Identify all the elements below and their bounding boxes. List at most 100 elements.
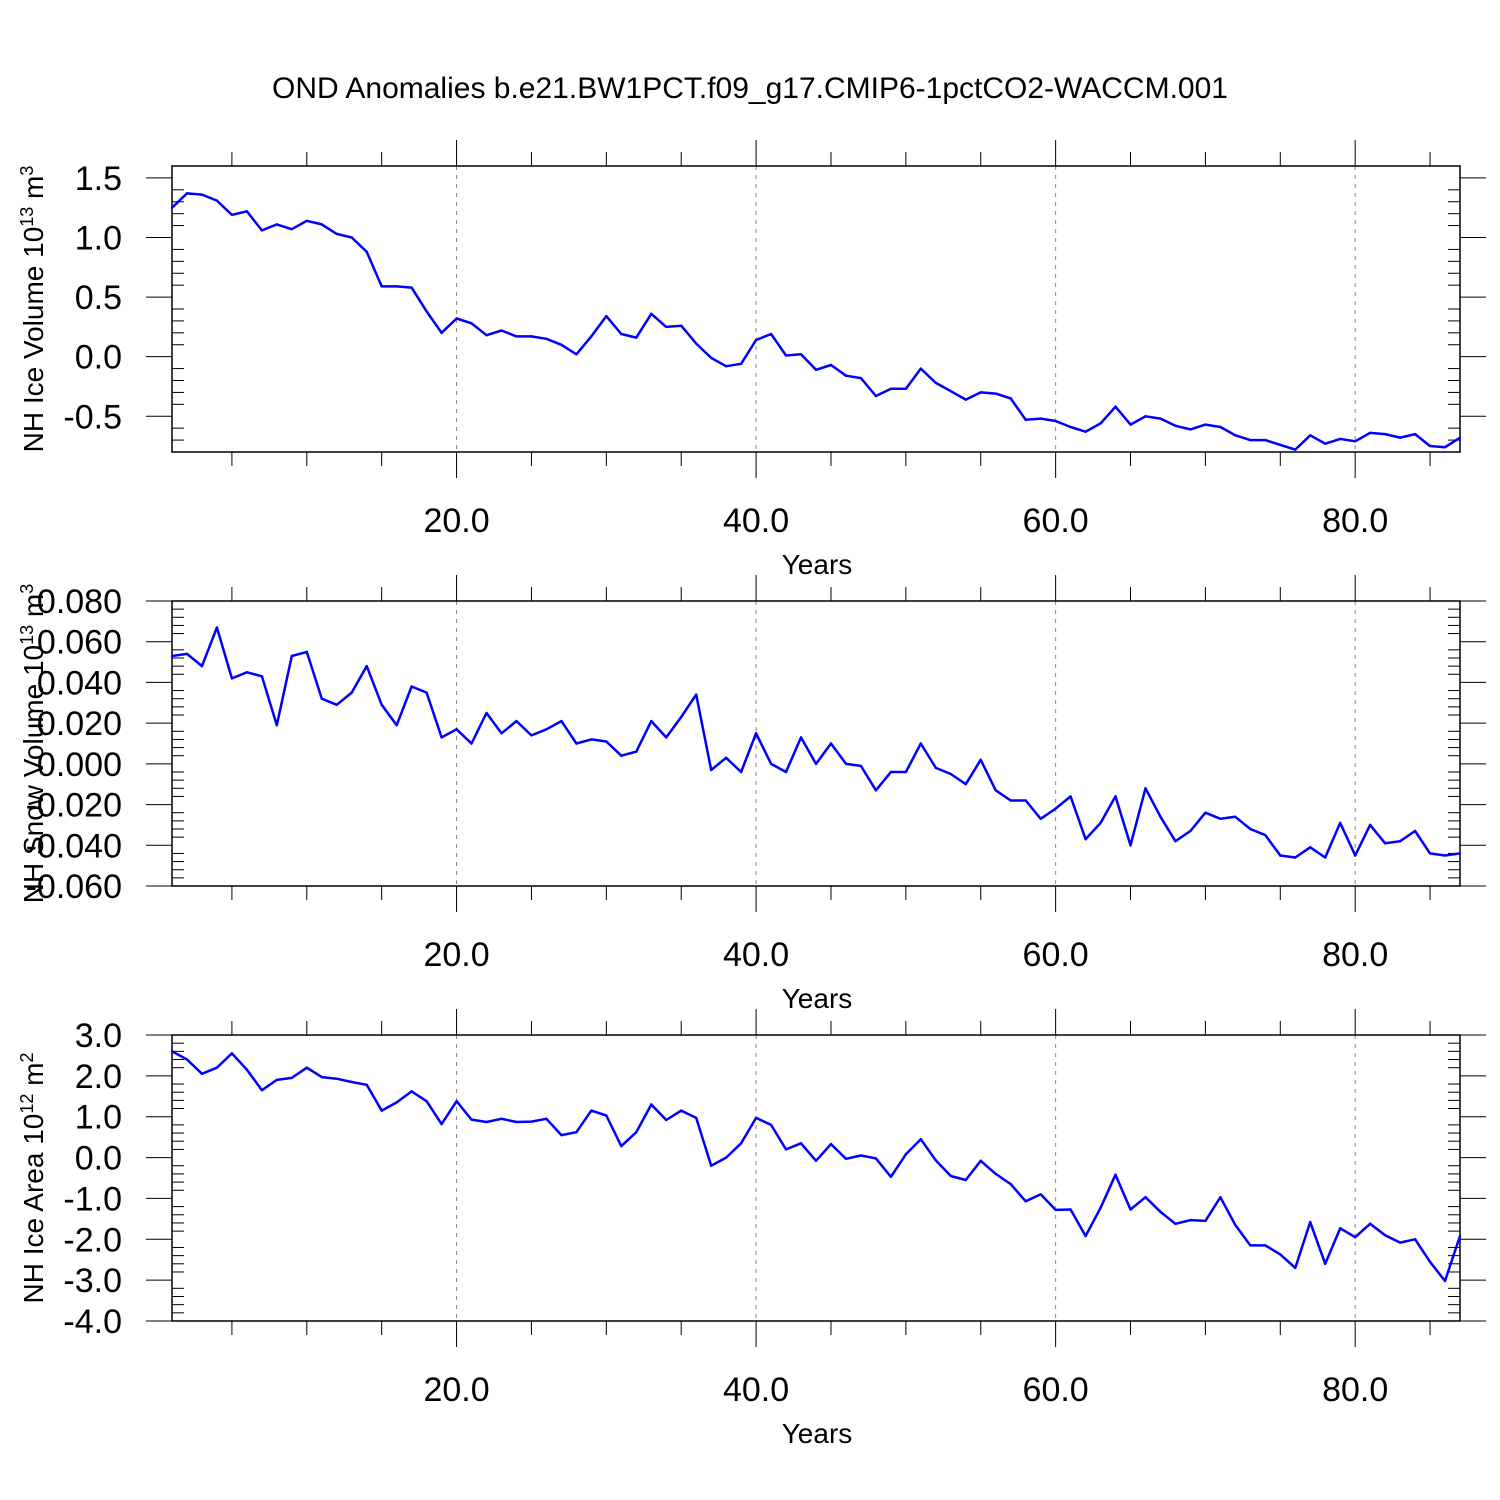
- data-point: [440, 736, 443, 739]
- data-point: [425, 1099, 428, 1103]
- data-point: [1084, 837, 1087, 841]
- data-point: [365, 250, 368, 253]
- data-point: [694, 342, 698, 345]
- data-point: [560, 719, 563, 723]
- data-point: [1219, 1196, 1222, 1199]
- data-point: [799, 736, 803, 739]
- data-point: [1024, 799, 1027, 802]
- data-point: [1054, 807, 1057, 810]
- data-point: [335, 703, 338, 707]
- data-point: [245, 210, 249, 213]
- data-point: [1398, 436, 1402, 439]
- data-point: [260, 675, 264, 678]
- data-point: [1114, 795, 1117, 798]
- data-point: [1383, 842, 1387, 845]
- data-point: [799, 1142, 803, 1145]
- data-point: [1129, 844, 1132, 847]
- data-point: [1353, 440, 1357, 443]
- data-point: [1309, 434, 1312, 437]
- data-point: [1383, 432, 1387, 436]
- data-point: [1174, 424, 1177, 427]
- x-tick-label: 80.0: [1322, 1371, 1388, 1409]
- data-point: [1443, 446, 1447, 449]
- data-point: [290, 227, 294, 231]
- data-point: [395, 1101, 398, 1104]
- x-tick-label: 40.0: [723, 936, 789, 974]
- data-point: [1324, 442, 1327, 445]
- data-point: [1009, 799, 1012, 802]
- data-point: [1159, 417, 1162, 420]
- data-point: [934, 1159, 938, 1162]
- data-point: [485, 1120, 488, 1124]
- data-point: [1458, 852, 1462, 855]
- data-point: [709, 356, 713, 360]
- data-point: [1383, 1234, 1387, 1237]
- data-point: [1039, 1193, 1042, 1196]
- data-point: [230, 677, 234, 680]
- data-point: [590, 1109, 593, 1112]
- y-axis-title-part: NH Snow Volume 10: [18, 645, 49, 903]
- data-point: [485, 711, 488, 715]
- y-tick-label: 1.0: [75, 220, 122, 258]
- data-point: [530, 1120, 533, 1123]
- data-point: [1234, 1223, 1237, 1227]
- data-point: [694, 693, 698, 696]
- data-point: [724, 756, 728, 759]
- data-point: [844, 762, 848, 766]
- data-point: [1174, 1222, 1177, 1225]
- data-point: [410, 286, 413, 289]
- data-point: [904, 387, 908, 391]
- data-point: [1309, 846, 1312, 849]
- data-point: [170, 1050, 174, 1053]
- data-point: [1054, 419, 1057, 423]
- data-point: [979, 1159, 982, 1163]
- data-point: [1309, 1220, 1312, 1224]
- x-tick-label: 60.0: [1023, 936, 1089, 974]
- data-point: [964, 398, 967, 401]
- data-point: [215, 1066, 219, 1069]
- data-point: [440, 1122, 443, 1126]
- data-point: [605, 1114, 608, 1117]
- data-point: [739, 770, 743, 774]
- data-point: [545, 337, 548, 340]
- data-point: [410, 1090, 413, 1093]
- data-point: [1099, 1206, 1102, 1210]
- data-point: [350, 691, 353, 694]
- y-tick-label: 0.040: [37, 664, 122, 702]
- data-point: [515, 1120, 518, 1124]
- data-point: [365, 664, 368, 668]
- y-axis-title-part: m: [18, 594, 49, 625]
- data-point: [620, 754, 623, 757]
- y-tick-label: -1.0: [63, 1180, 122, 1218]
- data-point: [590, 738, 593, 741]
- series-line: [171, 192, 1461, 451]
- y-axis-title-superscript: 3: [17, 166, 37, 176]
- data-point: [904, 1153, 908, 1156]
- data-point: [859, 1154, 863, 1157]
- data-point: [1324, 856, 1327, 859]
- plot-frame: [171, 165, 1461, 453]
- data-point: [724, 365, 728, 368]
- data-point: [260, 229, 264, 232]
- data-point: [889, 1175, 893, 1178]
- data-point: [859, 376, 863, 380]
- y-tick-label: -0.5: [63, 398, 122, 436]
- data-point: [799, 353, 803, 356]
- data-point: [665, 325, 668, 329]
- y-tick-label: 0.0: [75, 1140, 122, 1178]
- data-point: [185, 1058, 189, 1061]
- data-point: [200, 664, 204, 668]
- data-point: [1294, 856, 1297, 859]
- data-point: [919, 367, 923, 370]
- data-point: [1338, 821, 1342, 825]
- data-point: [919, 1137, 923, 1141]
- data-point: [470, 742, 473, 745]
- data-point: [1069, 795, 1072, 798]
- data-point: [1368, 823, 1372, 827]
- data-point: [1398, 840, 1402, 843]
- y-tick-label: 0.060: [37, 624, 122, 662]
- data-point: [1249, 438, 1252, 442]
- y-axis-title-group: NH Ice Area 1012 m2: [17, 1052, 49, 1303]
- y-axis-title-part: m: [18, 176, 49, 207]
- data-point: [500, 1117, 503, 1120]
